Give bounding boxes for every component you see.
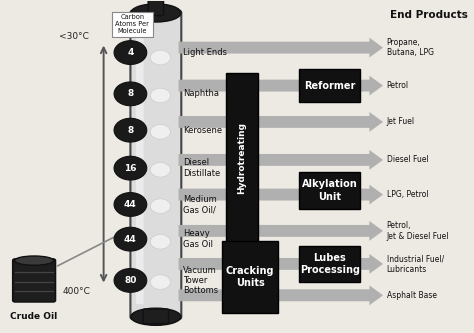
Text: Crude Oil: Crude Oil xyxy=(10,312,58,321)
Circle shape xyxy=(114,118,147,142)
Text: Hydrotreating: Hydrotreating xyxy=(237,122,246,194)
Text: Asphalt Base: Asphalt Base xyxy=(387,291,437,300)
Text: Diesel Fuel: Diesel Fuel xyxy=(387,156,428,165)
Polygon shape xyxy=(179,112,383,132)
FancyBboxPatch shape xyxy=(300,246,360,282)
Text: Heavy
Gas Oil: Heavy Gas Oil xyxy=(183,229,213,249)
FancyBboxPatch shape xyxy=(148,0,164,16)
Text: 400°C: 400°C xyxy=(63,287,90,296)
Circle shape xyxy=(114,227,147,251)
Circle shape xyxy=(150,199,170,213)
Polygon shape xyxy=(179,221,383,241)
Circle shape xyxy=(114,268,147,292)
FancyBboxPatch shape xyxy=(112,12,153,37)
Circle shape xyxy=(150,88,170,103)
Text: Naphtha: Naphtha xyxy=(183,89,219,98)
Text: Kerosene: Kerosene xyxy=(183,126,222,135)
Text: 44: 44 xyxy=(124,235,137,244)
Text: Industrial Fuel/
Lubricants: Industrial Fuel/ Lubricants xyxy=(387,254,444,274)
Circle shape xyxy=(150,50,170,65)
Text: 4: 4 xyxy=(127,48,134,57)
FancyBboxPatch shape xyxy=(13,259,55,302)
Text: Vacuum
Tower
Bottoms: Vacuum Tower Bottoms xyxy=(183,265,218,295)
Polygon shape xyxy=(179,150,383,170)
Ellipse shape xyxy=(15,256,54,265)
Text: 8: 8 xyxy=(128,89,134,98)
FancyBboxPatch shape xyxy=(143,309,169,324)
Text: LPG, Petrol: LPG, Petrol xyxy=(387,190,428,199)
Text: Carbon
Atoms Per
Molecule: Carbon Atoms Per Molecule xyxy=(115,14,149,34)
Text: Medium
Gas Oil/: Medium Gas Oil/ xyxy=(183,195,217,214)
Text: 8: 8 xyxy=(128,126,134,135)
Polygon shape xyxy=(179,254,383,274)
Circle shape xyxy=(150,275,170,289)
Polygon shape xyxy=(179,185,383,204)
Text: 16: 16 xyxy=(124,164,137,172)
FancyBboxPatch shape xyxy=(222,241,278,313)
FancyBboxPatch shape xyxy=(300,172,360,209)
Circle shape xyxy=(150,125,170,139)
Circle shape xyxy=(114,41,147,65)
Text: Lubes
Processing: Lubes Processing xyxy=(300,253,360,275)
FancyBboxPatch shape xyxy=(136,26,144,304)
Circle shape xyxy=(114,156,147,180)
FancyBboxPatch shape xyxy=(130,10,181,319)
Circle shape xyxy=(150,234,170,249)
Circle shape xyxy=(114,82,147,106)
FancyBboxPatch shape xyxy=(300,69,360,102)
Text: 80: 80 xyxy=(124,276,137,285)
Text: Alkylation
Unit: Alkylation Unit xyxy=(302,179,357,202)
Ellipse shape xyxy=(131,4,181,22)
FancyBboxPatch shape xyxy=(226,73,258,244)
Circle shape xyxy=(114,192,147,216)
Text: Petrol: Petrol xyxy=(387,81,409,90)
Text: Propane,
Butana, LPG: Propane, Butana, LPG xyxy=(387,38,434,57)
Text: Diesel
Distillate: Diesel Distillate xyxy=(183,159,220,178)
Text: Petrol,
Jet & Diesel Fuel: Petrol, Jet & Diesel Fuel xyxy=(387,221,449,241)
Polygon shape xyxy=(179,285,383,305)
Polygon shape xyxy=(179,38,383,58)
Text: 44: 44 xyxy=(124,200,137,209)
Text: <30°C: <30°C xyxy=(59,32,89,41)
Ellipse shape xyxy=(131,308,181,325)
Text: Cracking
Units: Cracking Units xyxy=(226,266,274,288)
Text: End Products: End Products xyxy=(390,10,467,20)
Circle shape xyxy=(150,163,170,177)
Text: Light Ends: Light Ends xyxy=(183,48,227,57)
Text: Reformer: Reformer xyxy=(304,81,356,91)
Polygon shape xyxy=(179,76,383,96)
Text: Jet Fuel: Jet Fuel xyxy=(387,118,415,127)
